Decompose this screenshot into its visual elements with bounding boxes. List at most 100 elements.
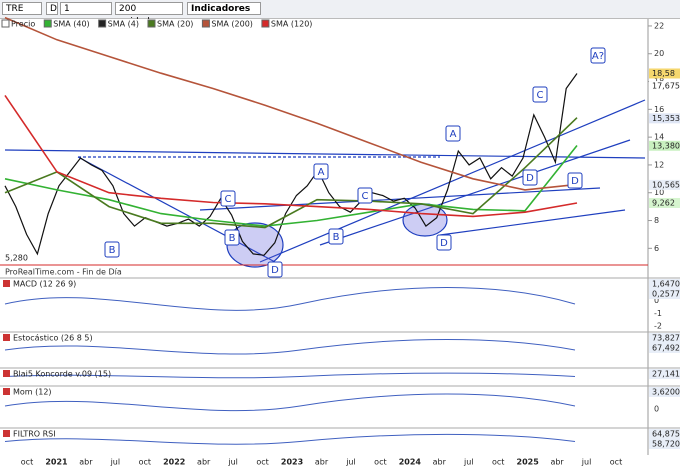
panel-value: 27,141 (652, 370, 680, 379)
panel-icon (3, 280, 10, 287)
x-tick-label: 2024 (399, 458, 422, 467)
d-button[interactable]: D (46, 2, 58, 15)
symbol-select[interactable]: TRE (2, 2, 42, 15)
annotation-box (522, 169, 538, 186)
annotation: D (440, 238, 448, 249)
annotation-box (328, 228, 344, 245)
panel-wave (4, 393, 576, 412)
x-tick-label: 2022 (163, 458, 185, 467)
x-tick-label: jul (581, 458, 592, 467)
annotation-box (590, 47, 606, 64)
annotation-box (532, 86, 548, 103)
panel-tick: -1 (654, 309, 662, 318)
annotation: B (109, 245, 116, 256)
x-tick-label: oct (139, 458, 151, 467)
legend-swatch (98, 19, 107, 28)
annotation: A? (592, 51, 604, 62)
panel-value-bg (649, 333, 680, 343)
legend-entry: SMA (4) (108, 20, 139, 29)
panel-value-bg (649, 369, 680, 379)
panel-value: 64,875 (652, 430, 680, 439)
legend-entry: SMA (40) (53, 20, 89, 29)
price-label: 9,262 (652, 198, 675, 207)
legend-entry: Precio (11, 20, 35, 29)
panel-title: Estocástico (26 8 5) (13, 334, 93, 343)
panel-title: Mom (12) (13, 388, 52, 397)
x-tick-label: abr (315, 458, 329, 467)
panel-icon (3, 388, 10, 395)
panel-value-bg (649, 289, 680, 299)
panel-icon (3, 370, 10, 377)
legend-swatch (201, 19, 210, 28)
x-tick-label: 2025 (517, 458, 540, 467)
panel-value: 67,492 (652, 344, 680, 353)
annotation-box (567, 172, 583, 189)
legend-entry: SMA (120) (271, 20, 313, 29)
legend-entry: SMA (200) (211, 20, 253, 29)
price-label: 15,353 (652, 114, 680, 123)
indicators-button[interactable]: Indicadores (187, 2, 261, 15)
price-label-bg (649, 113, 680, 124)
annotation: D (526, 173, 534, 184)
x-tick-label: oct (492, 458, 504, 467)
low-label: 5,280 (5, 254, 28, 263)
panel-value-bg (649, 439, 680, 449)
panel-value-bg (649, 279, 680, 289)
x-tick-label: oct (256, 458, 268, 467)
annotation: D (571, 176, 579, 187)
panel-value: 0,2577 (652, 290, 680, 299)
annotation: C (225, 194, 232, 205)
panel-value: 3,6200 (652, 388, 680, 397)
panel-title: FILTRO RSI (13, 430, 56, 439)
panel-wave (4, 433, 576, 445)
x-tick-label: abr (197, 458, 211, 467)
y-tick-label: 6 (654, 244, 659, 253)
annotation-box (104, 241, 120, 258)
annotation-box (220, 190, 236, 207)
x-tick-label: oct (610, 458, 622, 467)
price-label-bg (649, 197, 680, 208)
panel-value-bg (649, 429, 680, 439)
panel-value: 73,827 (652, 334, 680, 343)
panel-title: MACD (12 26 9) (13, 280, 76, 289)
price-label: 18,58 (652, 69, 675, 78)
panel-wave (4, 287, 576, 311)
x-tick-label: jul (110, 458, 121, 467)
series-line (4, 94, 578, 218)
x-tick-label: oct (374, 458, 386, 467)
panel-value: 58,720 (652, 440, 680, 449)
legend-swatch (1, 19, 10, 28)
panel-title: Blai5 Koncorde v.09 (15) (13, 370, 111, 379)
y-tick-label: 14 (654, 133, 664, 142)
panel-icon (3, 334, 10, 341)
annotation: B (333, 232, 340, 243)
annotation: A (450, 129, 457, 140)
y-tick-label: 22 (654, 21, 664, 30)
x-tick-label: 2021 (45, 458, 68, 467)
annotation-box (313, 163, 329, 180)
annotation-box (357, 187, 373, 204)
x-tick-label: oct (21, 458, 33, 467)
panel-icon (3, 430, 10, 437)
x-tick-label: abr (550, 458, 564, 467)
y-tick-label: 10 (654, 188, 664, 197)
legend-swatch (261, 19, 270, 28)
panel-tick: 0 (654, 296, 659, 305)
price-label-bg (649, 140, 680, 151)
toolbar: TRE D 1 semana 200 unidades Indicadores (0, 0, 680, 27)
price-label-bg (649, 81, 680, 92)
legend-swatch (147, 19, 156, 28)
annotation-box (224, 229, 240, 246)
annotation: B (229, 233, 236, 244)
price-label: 17,675 (652, 82, 680, 91)
legend-swatch (43, 19, 52, 28)
panel-tick: -2 (654, 322, 662, 331)
annotation: C (537, 90, 544, 101)
panel-value-bg (649, 343, 680, 353)
annotation: A (318, 167, 325, 178)
x-tick-label: jul (227, 458, 238, 467)
series-line (4, 16, 578, 191)
y-tick-label: 8 (654, 216, 659, 225)
price-label-bg (649, 68, 680, 79)
